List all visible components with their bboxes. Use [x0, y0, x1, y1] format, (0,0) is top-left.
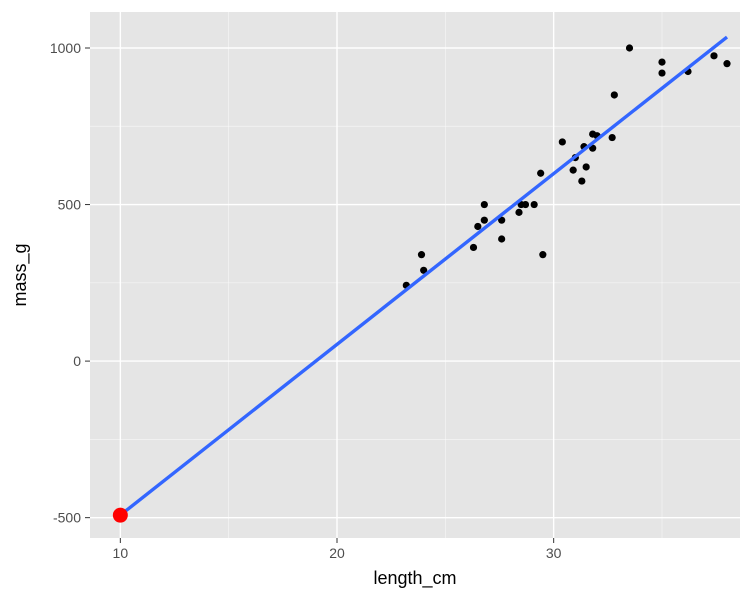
data-point: [710, 52, 718, 60]
x-tick-label: 10: [113, 545, 129, 561]
highlight-point: [112, 507, 128, 523]
data-point: [625, 44, 634, 52]
y-tick-label: 0: [73, 353, 81, 369]
data-point: [498, 235, 506, 243]
data-point: [480, 216, 488, 224]
regression-line-path: [119, 35, 729, 517]
y-tick-label: 500: [58, 197, 82, 213]
data-point: [610, 91, 618, 99]
highlight-point-group: [112, 507, 128, 523]
x-tick-label: 20: [329, 545, 345, 561]
data-point: [658, 58, 666, 66]
y-axis: -500 0 500 1000: [50, 40, 90, 526]
data-point: [658, 69, 666, 77]
data-point: [582, 163, 590, 171]
data-point: [480, 200, 488, 209]
data-point: [521, 200, 530, 209]
x-axis-title: length_cm: [373, 568, 456, 589]
data-point: [537, 169, 545, 177]
y-axis-title: mass_g: [10, 243, 31, 306]
y-tick-label: 1000: [50, 40, 81, 56]
data-point: [417, 251, 426, 259]
data-point: [578, 177, 586, 185]
data-point: [539, 251, 547, 259]
data-point: [569, 166, 577, 174]
data-point: [474, 222, 482, 231]
x-axis: 10 20 30: [113, 538, 562, 561]
data-point: [515, 208, 523, 216]
regression-line: [119, 35, 729, 517]
data-point: [530, 200, 538, 209]
data-point: [498, 216, 506, 224]
data-point: [469, 243, 478, 252]
data-point: [420, 266, 428, 274]
data-points: [402, 44, 731, 289]
y-tick-label: -500: [53, 510, 81, 526]
x-tick-label: 30: [546, 545, 562, 561]
data-point: [723, 60, 731, 68]
data-point: [558, 138, 566, 146]
data-point: [608, 133, 616, 142]
plot-panel: [90, 12, 740, 538]
